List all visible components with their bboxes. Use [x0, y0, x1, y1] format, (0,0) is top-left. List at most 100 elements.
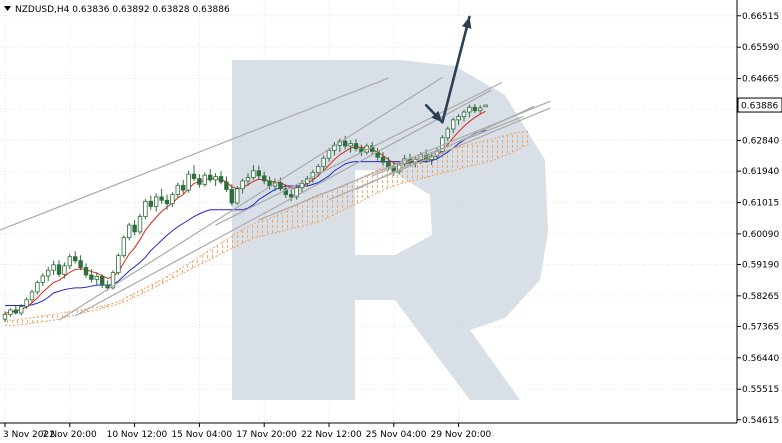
price-tick-label: 0.60090	[742, 230, 779, 240]
candle	[13, 305, 18, 315]
candle	[197, 174, 202, 188]
candle	[477, 105, 483, 115]
time-tick-label: 7 Nov 20:00	[42, 430, 97, 440]
candle-body	[46, 269, 51, 277]
candle-body	[380, 156, 386, 163]
candle-body	[240, 180, 245, 190]
candle	[143, 198, 148, 220]
candle	[24, 297, 29, 309]
candle	[100, 274, 105, 288]
candle	[40, 273, 45, 287]
candle-body	[305, 178, 310, 184]
candle	[240, 178, 245, 194]
candle	[251, 164, 256, 180]
candle	[148, 195, 153, 210]
candle	[288, 189, 294, 202]
candle-body	[477, 107, 483, 112]
candle-body	[18, 306, 24, 314]
candle	[256, 165, 261, 180]
candle-body	[170, 194, 175, 205]
candle-body	[256, 170, 261, 177]
candle-body	[153, 196, 159, 207]
trend-lines	[0, 76, 551, 321]
candle	[18, 304, 24, 316]
candle	[261, 171, 267, 185]
candle-body	[461, 111, 467, 117]
candle	[164, 194, 170, 210]
candle-body	[467, 106, 472, 113]
price-tick-label: 0.61015	[742, 199, 779, 209]
candle-body	[62, 265, 67, 275]
candle-body	[132, 224, 137, 233]
candle	[380, 152, 386, 166]
trend-line	[215, 81, 503, 226]
trend-line	[58, 76, 443, 321]
collapse-triangle-icon[interactable]	[4, 6, 11, 11]
candle	[224, 176, 229, 193]
candle	[62, 262, 67, 279]
candle	[369, 141, 375, 155]
candle	[467, 104, 472, 118]
candle	[94, 272, 99, 285]
candle	[180, 179, 186, 194]
candle-body	[445, 128, 450, 139]
candle-body	[100, 275, 105, 286]
candle-body	[267, 180, 272, 187]
price-tick-label: 0.56440	[742, 354, 779, 364]
candle	[46, 266, 51, 282]
candle	[89, 269, 94, 283]
candles	[2, 103, 488, 323]
time-tick-label: 22 Nov 12:00	[301, 430, 362, 440]
candle-body	[89, 274, 94, 280]
candle-body	[207, 174, 213, 181]
candle-body	[213, 176, 218, 181]
candle-body	[94, 275, 99, 280]
candle-body	[67, 256, 72, 267]
price-tick-label: 0.65590	[742, 43, 779, 53]
candle-body	[127, 224, 132, 239]
price-tick-label: 0.61940	[742, 167, 779, 177]
candle	[153, 193, 159, 212]
candle-body	[456, 116, 461, 121]
candle	[202, 172, 207, 187]
candle-body	[229, 189, 234, 204]
cloud-span-b	[5, 144, 529, 326]
candle-body	[186, 173, 191, 191]
candle-body	[83, 267, 89, 276]
time-tick-label: 15 Nov 04:00	[171, 430, 232, 440]
candle-body	[2, 313, 8, 320]
candle-body	[315, 165, 321, 173]
time-tick-label: 3 Nov 2022	[3, 430, 55, 440]
candle-body	[110, 272, 116, 289]
candle-body	[251, 170, 256, 178]
candle-body	[24, 299, 29, 307]
candle-body	[105, 284, 110, 289]
candle	[483, 104, 488, 108]
candle	[191, 164, 197, 181]
cloud-fill	[5, 131, 529, 326]
arrow-head	[431, 110, 443, 123]
candle	[121, 235, 126, 259]
candle	[78, 255, 83, 271]
candle	[294, 186, 299, 200]
candle	[8, 308, 13, 317]
candle-body	[143, 200, 148, 217]
candle-body	[450, 119, 456, 130]
candle-body	[218, 176, 224, 183]
time-tick-label: 10 Nov 12:00	[107, 430, 168, 440]
candle-body	[261, 175, 267, 182]
candle	[159, 188, 164, 204]
candle	[321, 155, 326, 170]
candle-body	[78, 260, 83, 268]
candle-body	[326, 149, 332, 159]
candle-body	[224, 181, 229, 190]
candle	[348, 140, 353, 153]
price-tick-label: 0.57365	[742, 322, 779, 332]
candle-body	[234, 188, 240, 204]
candle-body	[116, 255, 121, 274]
candle-body	[13, 309, 18, 314]
price-tick-label: 0.62840	[742, 137, 779, 147]
arrow-shaft	[441, 15, 471, 124]
